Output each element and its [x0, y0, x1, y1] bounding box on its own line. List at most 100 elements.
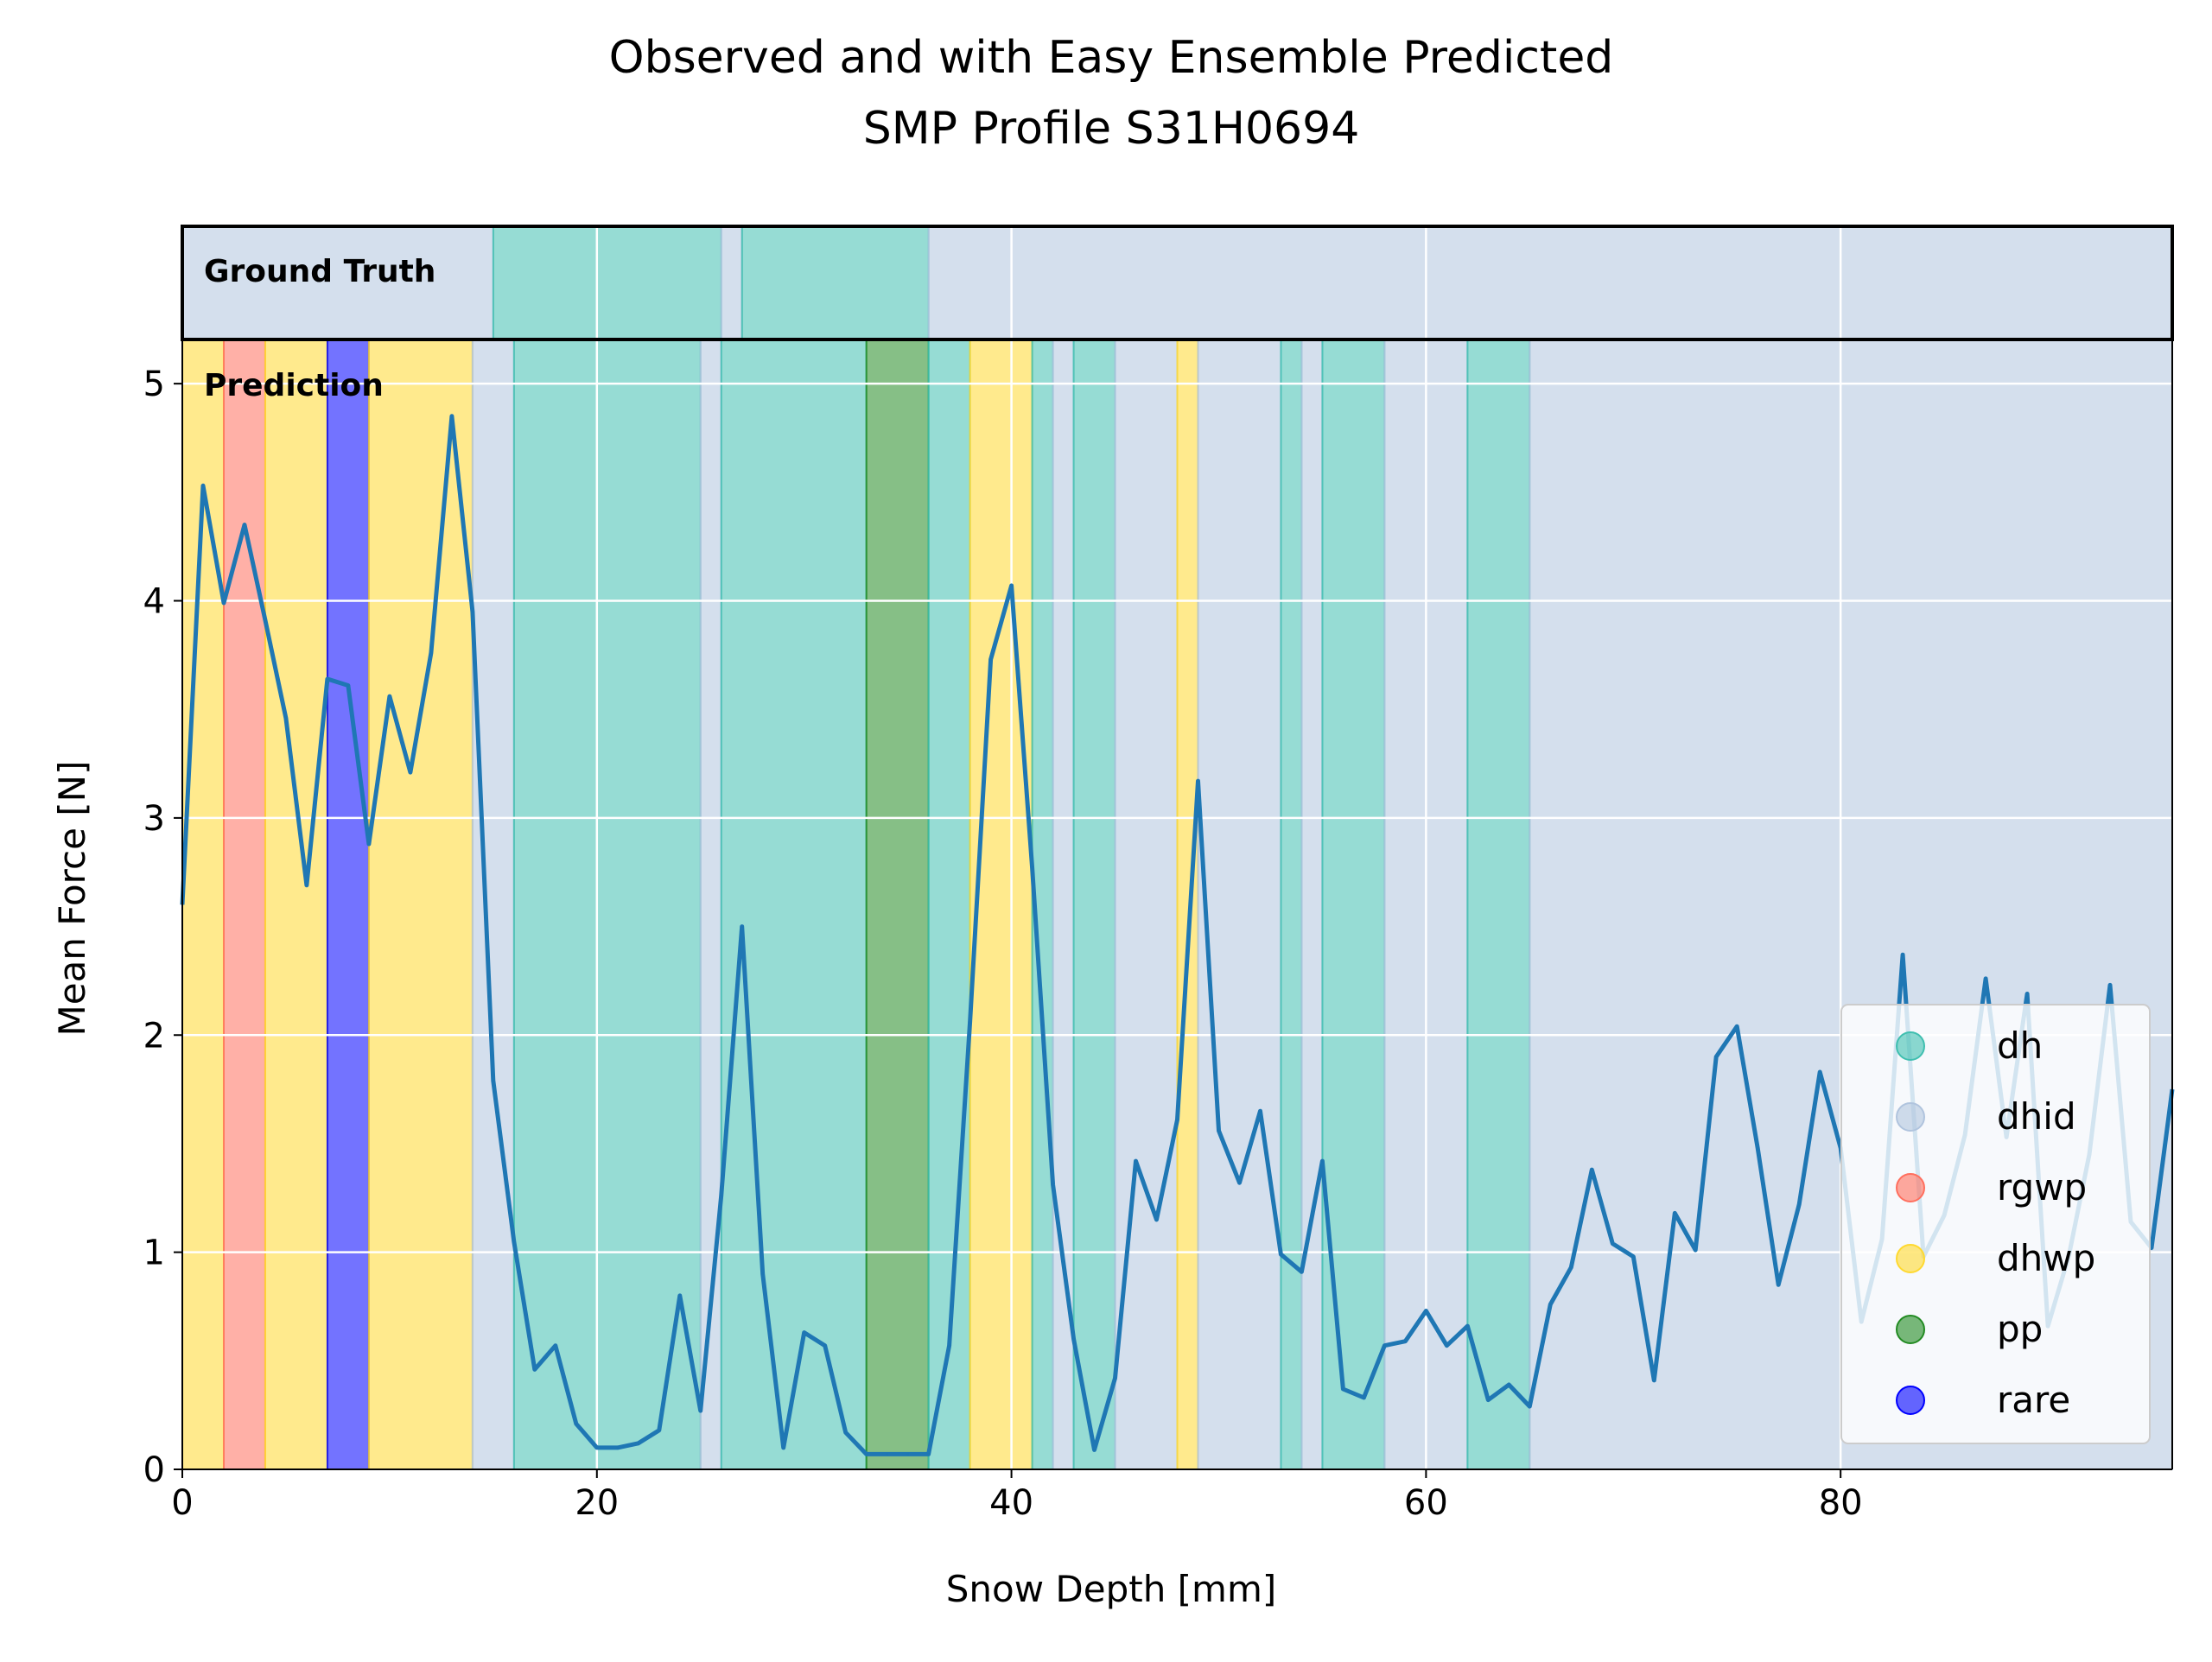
mean-force-point-3	[243, 523, 245, 526]
legend-box	[1840, 1004, 2151, 1444]
mean-force-point-42	[1052, 1183, 1054, 1186]
prediction-segment-pp-9	[865, 339, 930, 1470]
legend-marker-dh	[1896, 1031, 1925, 1061]
mean-force-point-34	[886, 1453, 888, 1456]
mean-force-point-51	[1238, 1182, 1241, 1184]
mean-force-point-28	[761, 1272, 764, 1275]
y-tick-label-3: 3	[143, 799, 165, 839]
mean-force-point-73	[1694, 1249, 1697, 1252]
mean-force-point-25	[699, 1410, 702, 1412]
mean-force-point-61	[1446, 1344, 1448, 1347]
mean-force-point-29	[782, 1446, 785, 1449]
prediction-segment-dhid-5	[471, 339, 515, 1470]
mean-force-point-36	[927, 1453, 930, 1456]
mean-force-point-17	[533, 1368, 536, 1371]
mean-force-point-18	[554, 1344, 556, 1347]
mean-force-point-68	[1591, 1169, 1593, 1171]
ground-truth-label: Ground Truth	[204, 254, 435, 289]
prediction-segment-dh-14	[1072, 339, 1116, 1470]
mean-force-point-60	[1425, 1310, 1427, 1312]
mean-force-point-1	[201, 485, 204, 487]
mean-force-point-48	[1176, 1119, 1179, 1121]
prediction-segment-dhwp-11	[969, 339, 1033, 1470]
mean-force-point-83	[1902, 954, 1904, 956]
mean-force-point-70	[1632, 1255, 1635, 1258]
x-tick-label-60: 60	[1404, 1483, 1448, 1523]
mean-force-point-54	[1300, 1271, 1303, 1273]
chart-title: Observed and with Easy Ensemble Predicte…	[609, 32, 1614, 84]
mean-force-point-72	[1674, 1212, 1676, 1215]
x-axis-label: Snow Depth [mm]	[946, 1568, 1277, 1610]
prediction-segment-dh-22	[1466, 339, 1531, 1470]
prediction-segment-dhid-19	[1300, 339, 1324, 1470]
mean-force-point-65	[1529, 1405, 1531, 1408]
prediction-label: Prediction	[204, 368, 384, 403]
mean-force-point-63	[1487, 1399, 1490, 1401]
mean-force-point-27	[741, 925, 743, 928]
mean-force-point-67	[1570, 1266, 1573, 1269]
mean-force-point-6	[305, 884, 308, 886]
mean-force-point-78	[1798, 1203, 1801, 1206]
mean-force-point-56	[1342, 1387, 1344, 1390]
mean-force-point-4	[264, 619, 266, 622]
ground-truth-segment-dhid-4	[927, 225, 2173, 340]
mean-force-point-40	[1010, 584, 1013, 587]
ground-truth-segment-dh-3	[741, 225, 930, 340]
legend-label-dh: dh	[1997, 1024, 2043, 1067]
mean-force-point-12	[429, 651, 432, 654]
prediction-segment-dh-10	[927, 339, 971, 1470]
mean-force-point-71	[1653, 1379, 1656, 1381]
ground-truth-segment-dh-1	[492, 225, 722, 340]
y-tick-label-5: 5	[143, 365, 165, 404]
mean-force-point-77	[1777, 1284, 1780, 1286]
mean-force-point-79	[1819, 1070, 1821, 1073]
mean-force-point-66	[1549, 1303, 1552, 1305]
mean-force-point-74	[1715, 1056, 1718, 1058]
mean-force-point-87	[1985, 977, 1987, 980]
prediction-segment-dhid-17	[1197, 339, 1282, 1470]
legend-marker-dhwp	[1896, 1244, 1925, 1273]
ground-truth-segment-dhid-2	[720, 225, 743, 340]
prediction-segment-rare-3	[326, 339, 370, 1470]
x-tick-label-40: 40	[989, 1483, 1033, 1523]
mean-force-point-16	[512, 1240, 515, 1243]
mean-force-point-10	[388, 695, 391, 698]
mean-force-point-53	[1280, 1253, 1282, 1256]
ground-truth-segment-dhid-0	[181, 225, 494, 340]
mean-force-point-62	[1466, 1325, 1469, 1328]
mean-force-point-64	[1508, 1383, 1510, 1386]
chart-subtitle: SMP Profile S31H0694	[863, 103, 1360, 155]
mean-force-point-2	[222, 602, 225, 605]
mean-force-point-59	[1404, 1340, 1407, 1342]
y-axis-label: Mean Force [N]	[51, 761, 93, 1037]
prediction-segment-dhwp-16	[1176, 339, 1199, 1470]
mean-force-point-11	[409, 771, 411, 774]
mean-force-point-89	[2026, 993, 2029, 995]
mean-force-point-76	[1757, 1146, 1759, 1149]
mean-force-point-21	[616, 1446, 619, 1449]
mean-force-point-57	[1363, 1397, 1365, 1399]
mean-force-point-19	[575, 1423, 577, 1425]
prediction-segment-dh-18	[1280, 339, 1303, 1470]
mean-force-point-22	[637, 1442, 639, 1444]
x-tick-label-20: 20	[575, 1483, 619, 1523]
prediction-segment-dh-20	[1321, 339, 1386, 1470]
prediction-segment-dhwp-4	[367, 339, 474, 1470]
y-tick-label-4: 4	[143, 582, 165, 622]
x-tick-label-80: 80	[1819, 1483, 1863, 1523]
y-tick-label-2: 2	[143, 1016, 165, 1056]
mean-force-point-8	[346, 684, 349, 687]
legend-marker-rgwp	[1896, 1173, 1925, 1202]
prediction-segment-dh-6	[512, 339, 702, 1470]
mean-force-point-26	[720, 1195, 722, 1197]
mean-force-point-41	[1031, 866, 1033, 869]
legend-marker-dhid	[1896, 1102, 1925, 1132]
mean-force-point-31	[823, 1344, 826, 1347]
y-tick-label-1: 1	[143, 1234, 165, 1273]
legend-label-dhid: dhid	[1997, 1095, 2076, 1138]
mean-force-point-75	[1736, 1025, 1738, 1028]
mean-force-point-58	[1383, 1344, 1386, 1347]
mean-force-point-55	[1321, 1160, 1324, 1163]
mean-force-point-38	[969, 1021, 971, 1024]
mean-force-point-47	[1155, 1218, 1158, 1221]
